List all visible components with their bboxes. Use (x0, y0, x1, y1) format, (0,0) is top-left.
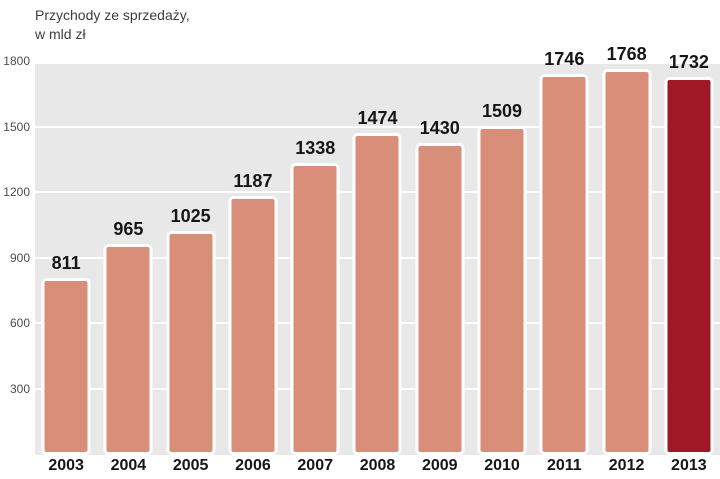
bar-value-label-2012: 1768 (606, 44, 647, 64)
bar-column-2008: 1474 (346, 62, 408, 455)
bar-column-2003: 811 (35, 62, 97, 455)
x-tick-label-2005: 2005 (172, 457, 209, 474)
bar-column-2007: 1338 (284, 62, 346, 455)
bar-column-2010: 1509 (471, 62, 533, 455)
x-tick-label-2010: 2010 (484, 457, 520, 474)
y-tick-label-1200: 1200 (3, 185, 30, 199)
y-tick-label-600: 600 (9, 316, 30, 330)
x-tick-label-2006: 2006 (235, 457, 271, 474)
x-tick-label-2011: 2011 (546, 457, 582, 474)
bar-2011 (539, 73, 589, 455)
x-tick-label-2007: 2007 (297, 457, 333, 474)
chart-title: Przychody ze sprzedaży, w mld zł (35, 6, 190, 44)
gridline-1500 (35, 125, 720, 128)
y-tick-label-900: 900 (9, 250, 30, 265)
plot-area: 811 965 1025 1187 1338 1474 1430 1509 1746 1768 17… (35, 44, 720, 455)
bar-column-2011: 1746 (533, 49, 595, 455)
y-axis: 300 600 900 1200 1500 1800 (0, 54, 30, 455)
bar-value-label-2010: 1509 (482, 100, 523, 121)
y-tick-label-300: 300 (9, 381, 30, 396)
x-tick-label-2012: 2012 (608, 457, 645, 474)
bar-2007 (290, 162, 340, 455)
bar-column-2005: 1025 (160, 62, 222, 455)
bar-value-label-2005: 1025 (170, 206, 211, 227)
chart-title-line2: w mld zł (35, 26, 86, 42)
bar-2008 (352, 133, 402, 455)
x-tick-label-2013: 2013 (671, 457, 707, 474)
bar-column-2004: 965 (97, 62, 159, 455)
bar-value-label-2006: 1187 (233, 170, 273, 191)
bar-2012 (602, 69, 652, 455)
y-tick-label-1800: 1800 (3, 54, 30, 68)
bar-2004 (103, 244, 153, 455)
bar-2010 (477, 125, 527, 455)
x-tick-label-2008: 2008 (359, 457, 396, 474)
y-tick-label-1500: 1500 (3, 119, 30, 134)
bar-value-label-2008: 1474 (357, 108, 398, 129)
bar-value-label-2004: 965 (113, 219, 144, 240)
bar-column-2009: 1430 (409, 62, 471, 455)
bar-column-2013: 1732 (658, 52, 720, 455)
x-tick-label-2009: 2009 (421, 457, 458, 474)
gridline-1800 (35, 62, 720, 64)
bar-2013 (664, 76, 714, 455)
bar-value-label-2009: 1430 (419, 117, 460, 138)
x-axis: 2003 2004 2005 2006 2007 2008 2009 2010 2011 2012… (35, 457, 720, 479)
bar-column-2006: 1187 (222, 62, 284, 455)
bar-2005 (166, 231, 216, 455)
bar-value-label-2007: 1338 (295, 137, 336, 158)
bar-2003 (41, 277, 91, 455)
bar-column-2012: 1768 (595, 44, 657, 455)
bar-2009 (415, 142, 465, 455)
bar-value-label-2003: 811 (51, 252, 81, 273)
x-tick-label-2003: 2003 (48, 457, 84, 474)
bar-2006 (228, 195, 278, 455)
chart-title-line1: Przychody ze sprzedaży, (35, 7, 190, 23)
bar-value-label-2011: 1746 (544, 48, 585, 69)
bar-value-label-2013: 1732 (668, 51, 709, 72)
x-tick-label-2004: 2004 (110, 457, 147, 474)
